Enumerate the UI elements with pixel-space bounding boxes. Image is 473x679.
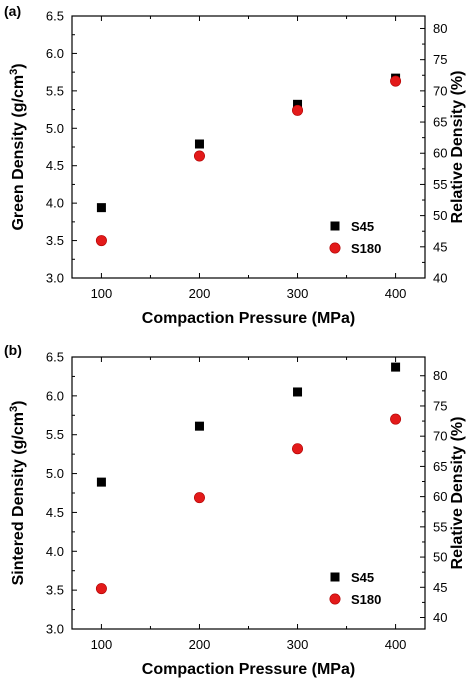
y2-tick-label: 75 xyxy=(433,52,447,67)
y-tick-label: 6.0 xyxy=(46,46,64,61)
panel-label: (a) xyxy=(4,3,21,19)
y2-tick-label: 80 xyxy=(433,21,447,36)
data-point-s45 xyxy=(293,99,303,109)
y2-tick-label: 55 xyxy=(433,519,447,534)
y-tick-label: 4.5 xyxy=(46,158,64,173)
y-tick-label: 3.5 xyxy=(46,583,64,598)
x-axis-label: Compaction Pressure (MPa) xyxy=(142,661,355,678)
y-tick-label: 4.0 xyxy=(46,544,64,559)
y-tick-label: 5.5 xyxy=(46,427,64,442)
y2-tick-label: 65 xyxy=(433,115,447,130)
y2-tick-label: 70 xyxy=(433,83,447,98)
data-point-s45 xyxy=(96,203,106,213)
y2-tick-label: 50 xyxy=(433,550,447,565)
y-tick-label: 6.5 xyxy=(46,350,64,365)
legend-label-s180: S180 xyxy=(351,241,381,256)
y-tick-label: 5.5 xyxy=(46,83,64,98)
x-tick-label: 200 xyxy=(189,637,211,652)
data-point-s45 xyxy=(391,362,401,372)
y-tick-label: 6.0 xyxy=(46,388,64,403)
y-axis-label: Green Density (g/cm3) xyxy=(8,63,27,230)
panel-label: (b) xyxy=(4,342,22,358)
data-point-s180 xyxy=(390,413,402,425)
y2-tick-label: 40 xyxy=(433,271,447,286)
data-point-s180 xyxy=(292,104,304,116)
x-tick-label: 300 xyxy=(287,286,309,301)
y-tick-label: 5.0 xyxy=(46,466,64,481)
y-tick-label: 3.5 xyxy=(46,233,64,248)
y2-tick-label: 55 xyxy=(433,177,447,192)
y2-tick-label: 70 xyxy=(433,429,447,444)
y2-tick-label: 80 xyxy=(433,368,447,383)
legend-marker-s45 xyxy=(330,572,340,582)
y-tick-label: 4.5 xyxy=(46,505,64,520)
y2-tick-label: 60 xyxy=(433,489,447,504)
data-point-s180 xyxy=(95,583,107,595)
data-point-s180 xyxy=(193,150,205,162)
legend-marker-s180 xyxy=(329,593,341,605)
y-tick-label: 6.5 xyxy=(46,9,64,24)
x-tick-label: 300 xyxy=(287,637,309,652)
data-point-s45 xyxy=(96,477,106,487)
y-axis-label: Sintered Density (g/cm3) xyxy=(8,401,27,586)
data-point-s45 xyxy=(194,139,204,149)
chart-panel-a: 100 200 300 400 3.0 3.5 4.0 4.5 5.0 5.5 6.0 6.5 40 45… xyxy=(4,3,466,327)
x-axis-label: Compaction Pressure (MPa) xyxy=(142,310,355,327)
x-tick-label: 200 xyxy=(189,286,211,301)
x-tick-label: 400 xyxy=(385,286,407,301)
y-tick-label: 4.0 xyxy=(46,196,64,211)
y2-tick-label: 45 xyxy=(433,580,447,595)
x-tick-label: 400 xyxy=(385,637,407,652)
legend-label-s45: S45 xyxy=(351,219,374,234)
y-tick-label: 3.0 xyxy=(46,271,64,286)
data-point-s180 xyxy=(292,443,304,455)
y2-tick-label: 75 xyxy=(433,398,447,413)
data-point-s45 xyxy=(194,421,204,431)
legend-label-s45: S45 xyxy=(351,570,374,585)
data-point-s180 xyxy=(193,492,205,504)
y2-tick-label: 40 xyxy=(433,610,447,625)
legend-label-s180: S180 xyxy=(351,592,381,607)
data-point-s45 xyxy=(293,387,303,397)
y2-tick-label: 60 xyxy=(433,146,447,161)
y2-tick-label: 65 xyxy=(433,459,447,474)
chart-panel-b: 100 200 300 400 3.0 3.5 4.0 4.5 5.0 5.5 6.0 6.5 40 45… xyxy=(4,342,466,678)
plot-frame xyxy=(71,356,426,630)
x-tick-label: 100 xyxy=(91,637,113,652)
y-tick-label: 5.0 xyxy=(46,121,64,136)
x-tick-label: 100 xyxy=(91,286,113,301)
data-point-s180 xyxy=(390,75,402,87)
y-tick-label: 3.0 xyxy=(46,622,64,637)
y2-tick-label: 45 xyxy=(433,239,447,254)
plot-frame xyxy=(71,15,426,279)
data-point-s180 xyxy=(95,235,107,247)
legend-marker-s180 xyxy=(329,242,341,254)
y2-axis-label: Relative Density (%) xyxy=(449,71,466,224)
legend-marker-s45 xyxy=(330,221,340,231)
y2-tick-label: 50 xyxy=(433,208,447,223)
y2-axis-label: Relative Density (%) xyxy=(449,417,466,570)
